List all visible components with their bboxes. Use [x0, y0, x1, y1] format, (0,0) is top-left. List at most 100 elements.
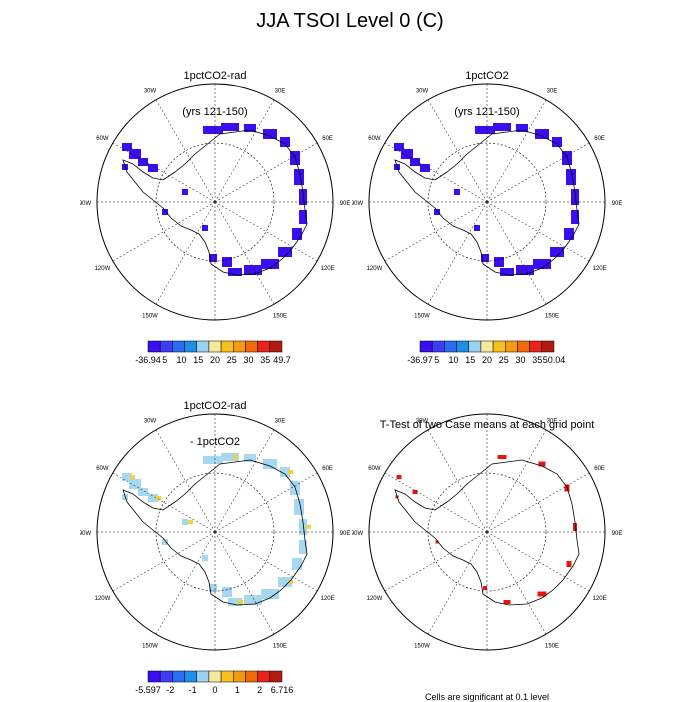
field-cell [244, 265, 262, 275]
field-cell [138, 488, 148, 496]
field-cell [537, 591, 547, 597]
colorbar-swatch [184, 340, 197, 353]
map-group: 030E60E90E120E150E180150W120W90W60W30W [80, 75, 350, 321]
field-cell-positive [188, 520, 193, 524]
field-layer [394, 123, 579, 276]
field-cell [299, 540, 307, 554]
field-cell [278, 247, 292, 257]
panel-2-title: 1pctCO2 (yrs 121-150) [387, 46, 587, 130]
colorbar-swatch [208, 670, 222, 683]
field-cell [292, 558, 302, 570]
colorbar-label: 5 [162, 355, 167, 365]
colorbar-label: 1 [235, 685, 240, 695]
colorbar-label: 20 [210, 355, 220, 365]
meridian-line [427, 531, 488, 635]
latitude-circle [155, 142, 275, 262]
colorbar-label: 30 [243, 355, 253, 365]
field-cell [129, 479, 141, 489]
longitude-label: 120W [367, 596, 383, 602]
meridian-line [384, 142, 488, 203]
longitude-label: 150E [273, 314, 287, 320]
field-cell [263, 129, 277, 139]
longitude-label: 60E [594, 466, 605, 472]
field-cell [533, 259, 551, 269]
colorbar-label: -2 [166, 685, 174, 695]
colorbar-swatch [419, 340, 433, 353]
colorbar-label: 25 [227, 355, 237, 365]
field-layer [122, 453, 311, 606]
map-boundary [96, 83, 334, 321]
colorbar-swatch [541, 340, 555, 353]
field-cell [202, 555, 208, 561]
colorbar-swatch [480, 340, 494, 353]
field-cell [148, 164, 158, 172]
longitude-label: 150W [414, 644, 430, 650]
longitude-label: 90E [340, 531, 350, 537]
field-cell [401, 149, 413, 159]
panel-2-title-line1: 1pctCO2 [465, 70, 509, 82]
field-cell [299, 519, 307, 535]
colorbar-swatch [147, 670, 161, 683]
panel-4-title-line1: T-Test of two Case means at each grid po… [379, 419, 595, 431]
longitude-label: 90W [80, 531, 92, 537]
field-cell [573, 523, 577, 531]
longitude-label: 150E [545, 314, 559, 320]
colorbar-swatch [269, 670, 283, 683]
colorbar-swatch [172, 670, 185, 683]
field-cell [292, 228, 302, 240]
latitude-circle [427, 142, 547, 262]
map-panel-1: 030E60E90E120E150E180150W120W90W60W30W [80, 75, 350, 321]
field-cell [396, 475, 402, 479]
longitude-label: 0 [213, 75, 217, 77]
longitude-label: 30E [547, 88, 558, 94]
longitude-label: 120E [321, 596, 335, 602]
field-cell [261, 589, 279, 599]
field-cell [493, 123, 511, 131]
field-cell-positive [130, 475, 135, 479]
longitude-label: 150W [142, 644, 158, 650]
field-cell-positive [238, 600, 243, 604]
longitude-label: 90E [612, 201, 622, 207]
colorbar-label: -1 [189, 685, 197, 695]
longitude-label: 30W [416, 88, 429, 94]
panel-1-title-line2: (yrs 121-150) [182, 106, 248, 118]
field-cell [278, 577, 292, 587]
colorbar-label: 25 [499, 355, 509, 365]
longitude-label: 150E [273, 644, 287, 650]
colorbar-label: -5.597 [135, 685, 161, 695]
colorbar-label: 2 [257, 685, 262, 695]
field-cell [434, 209, 440, 215]
field-cell [500, 268, 514, 276]
field-cell [148, 494, 158, 502]
field-cell [244, 124, 256, 132]
map-boundary [368, 413, 606, 651]
longitude-label: 0 [485, 75, 489, 77]
panel-1-title-line1: 1pctCO2-rad [183, 70, 247, 82]
field-cell [222, 257, 232, 267]
map-group: 030E60E90E120E150E180150W120W90W60W30W [352, 405, 622, 651]
longitude-label: 150E [545, 644, 559, 650]
field-cell [244, 454, 256, 462]
longitude-label: 60W [368, 466, 381, 472]
longitude-label: 30E [275, 88, 286, 94]
field-cell [263, 459, 277, 469]
colorbar-label: 20 [482, 355, 492, 365]
colorbar-label: 49.7 [273, 355, 291, 365]
field-cell-positive [156, 496, 161, 500]
field-cell [244, 595, 262, 605]
field-cell [122, 143, 132, 151]
colorbar-swatch [257, 670, 271, 683]
field-cell [497, 455, 507, 459]
field-cell [129, 149, 141, 159]
meridian-line [155, 429, 216, 533]
meridian-line [427, 429, 488, 533]
colorbar-label: 5 [434, 355, 439, 365]
field-cell [394, 143, 404, 151]
longitude-label: 90E [340, 201, 350, 207]
colorbar-swatch [184, 670, 197, 683]
meridian-line [486, 531, 590, 592]
map-panel-2: 030E60E90E120E150E180150W120W90W60W30W [352, 75, 622, 321]
colorbar-swatch [147, 340, 161, 353]
longitude-label: 30E [275, 418, 286, 424]
longitude-label: 150W [142, 314, 158, 320]
